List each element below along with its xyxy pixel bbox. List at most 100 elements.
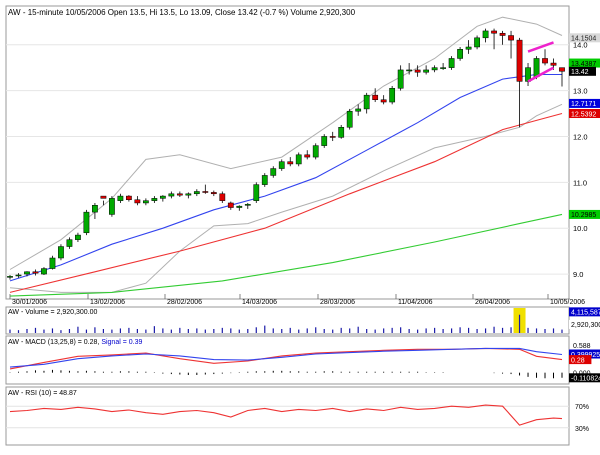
price-tag-box <box>569 307 600 317</box>
candle-body <box>346 110 353 128</box>
price-panel <box>5 5 570 300</box>
candle-body <box>159 195 166 199</box>
x-tick-label: 28/03/2006 <box>320 299 355 306</box>
candle-body <box>338 127 345 138</box>
candle-body <box>219 193 226 201</box>
candle-body <box>321 136 328 146</box>
candle-body <box>168 193 175 197</box>
x-tick-label: 26/04/2006 <box>475 299 510 306</box>
candle-body <box>448 58 455 68</box>
candlestick <box>465 40 472 54</box>
candle-body <box>270 168 277 176</box>
candlestick <box>66 237 73 249</box>
candlestick <box>92 202 98 220</box>
candlestick <box>287 157 294 167</box>
candle-body <box>397 69 404 89</box>
rsi-tick-label: 70% <box>575 404 589 411</box>
candle-body <box>227 202 234 208</box>
price-tag: 13.42 <box>571 69 589 76</box>
candlestick <box>24 271 30 277</box>
candlestick <box>491 28 497 50</box>
price-tag: -0.110824 <box>571 376 600 383</box>
candle-body <box>100 195 107 199</box>
x-tick-label: 11/04/2006 <box>398 299 433 306</box>
candle-body <box>66 239 73 247</box>
candle-body <box>474 37 480 48</box>
price-tag-box <box>569 349 600 359</box>
candlestick <box>431 65 438 73</box>
price-tag: 4,115,587 <box>571 310 600 317</box>
candlestick <box>185 192 192 199</box>
candle-body <box>244 204 251 206</box>
price-tag-box <box>569 33 600 43</box>
rsi-tick-label: 30% <box>575 426 589 433</box>
price-tag-box <box>569 58 600 68</box>
candlestick <box>295 152 302 167</box>
candle-body <box>542 58 548 64</box>
candle-body <box>516 39 523 82</box>
candle-body <box>109 198 115 215</box>
candle-body <box>389 88 396 103</box>
candlestick <box>253 182 260 203</box>
candle-body <box>559 67 565 72</box>
candle-body <box>151 198 158 201</box>
candlestick <box>338 124 345 139</box>
candle-body <box>117 195 124 201</box>
rsi-panel <box>5 386 570 446</box>
macd-header-text: AW - MACD (13,25,8) = 0.28, <box>8 339 101 346</box>
price-tag-box <box>569 109 600 119</box>
candle-body <box>210 192 217 195</box>
price-tick-label: 14.0 <box>573 41 588 50</box>
candlestick <box>15 273 22 278</box>
candlestick <box>329 131 336 142</box>
x-tick-label: 13/02/2006 <box>90 299 125 306</box>
candlestick <box>406 63 413 75</box>
candlestick <box>482 28 489 43</box>
candlestick <box>499 30 506 45</box>
candlestick <box>41 267 47 275</box>
candle-body <box>278 161 285 169</box>
candle-body <box>457 49 463 59</box>
candle-body <box>372 94 379 100</box>
candle-body <box>134 199 141 204</box>
candlestick <box>355 104 362 116</box>
price-tag: 2,920,300 <box>571 322 600 329</box>
price-tag-box <box>569 373 600 383</box>
candlestick <box>210 190 217 197</box>
candle-body <box>236 205 243 208</box>
bollinger-lower-line <box>9 103 563 293</box>
price-tag: 0.28 <box>571 357 585 364</box>
candle-body <box>414 69 421 73</box>
candle-body <box>75 234 81 240</box>
candle-body <box>499 32 506 36</box>
candle-body <box>550 62 557 66</box>
x-tick-label: 10/05/2006 <box>550 299 585 306</box>
price-tag-box <box>569 66 596 76</box>
candlestick <box>270 166 277 178</box>
candle-body <box>15 274 22 277</box>
candle-body <box>465 46 472 50</box>
candle-body <box>32 271 39 274</box>
price-tick-label: 10.0 <box>573 224 588 233</box>
candlestick <box>440 63 446 70</box>
candle-body <box>176 193 183 196</box>
candlestick <box>414 65 421 77</box>
candlestick <box>423 65 430 75</box>
macd-tick-label: 0.588 <box>573 343 591 350</box>
candlestick <box>151 196 158 203</box>
candlestick <box>236 205 243 211</box>
candlestick <box>58 244 64 261</box>
candlestick <box>508 30 514 59</box>
candlestick <box>219 191 226 203</box>
candlestick <box>278 159 285 171</box>
candlestick <box>202 184 209 194</box>
candlestick <box>142 198 149 206</box>
candle-body <box>83 211 90 234</box>
candlestick <box>176 191 183 197</box>
candlestick <box>448 56 455 70</box>
candlestick <box>32 269 39 276</box>
candle-body <box>49 257 56 269</box>
candlestick <box>516 37 523 128</box>
candlestick <box>109 196 115 217</box>
candlestick <box>474 35 480 50</box>
